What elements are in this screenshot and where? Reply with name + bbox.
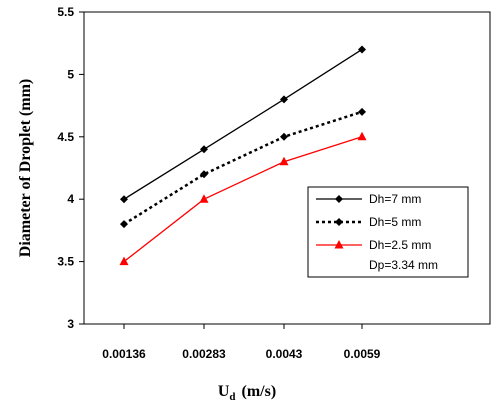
legend-label: Dh=2.5 mm [369,238,431,252]
legend-label: Dh=7 mm [369,192,421,206]
data-point [358,45,366,54]
data-point [200,170,208,179]
x-axis-title-sub: d [229,391,235,403]
y-tick-label: 4.5 [57,130,74,144]
data-point [357,131,367,141]
data-point [199,194,209,203]
y-axis-title: Diameter of Droplet (mm) [17,79,34,257]
x-tick-label: 0.00283 [182,347,226,361]
data-point [120,220,128,229]
y-tick-label: 3.5 [57,255,74,269]
data-point [119,256,129,266]
x-tick-label: 0.00136 [102,347,146,361]
data-point [358,107,366,116]
series-line [123,110,363,226]
data-point [120,195,128,204]
series-line [123,136,363,263]
data-point [280,95,288,104]
legend-swatch-marker [335,218,343,226]
x-tick-label: 0.0059 [344,347,381,361]
legend-item: Dh=5 mm [316,215,421,229]
series-3 [119,131,367,266]
series-1 [120,45,366,204]
legend-items: Dh=7 mm Dh=5 mm Dh=2.5 mm [316,192,431,252]
y-tick-label: 5.5 [57,5,74,19]
series-line [123,48,363,200]
data-point [200,145,208,154]
legend-label: Dh=5 mm [369,215,421,229]
x-axis-title-unit: (m/s) [242,383,277,400]
y-axis-ticks: 3 3.5 4 4.5 5 5.5 [57,5,84,331]
x-tick-label: 0.0043 [266,347,303,361]
y-tick-label: 5 [67,67,74,81]
legend-item: Dh=2.5 mm [316,238,431,252]
legend: Dh=7 mm Dh=5 mm Dh=2.5 mm Dp=3.34 mm [307,186,469,278]
x-axis-ticks: 0.00136 0.00283 0.0043 0.0059 [102,324,381,361]
data-point [279,156,289,166]
series-group [119,45,367,266]
legend-item: Dh=7 mm [316,192,421,206]
y-tick-label: 3 [67,317,74,331]
x-axis-title-main: U [218,383,230,400]
legend-box [307,186,469,278]
x-axis-title: Ud (m/s) [218,383,276,403]
legend-swatch-marker [335,195,343,203]
series-2 [120,107,366,229]
legend-swatch-marker [334,240,344,249]
data-point [280,132,288,141]
legend-note: Dp=3.34 mm [369,258,438,272]
y-tick-label: 4 [67,192,74,206]
